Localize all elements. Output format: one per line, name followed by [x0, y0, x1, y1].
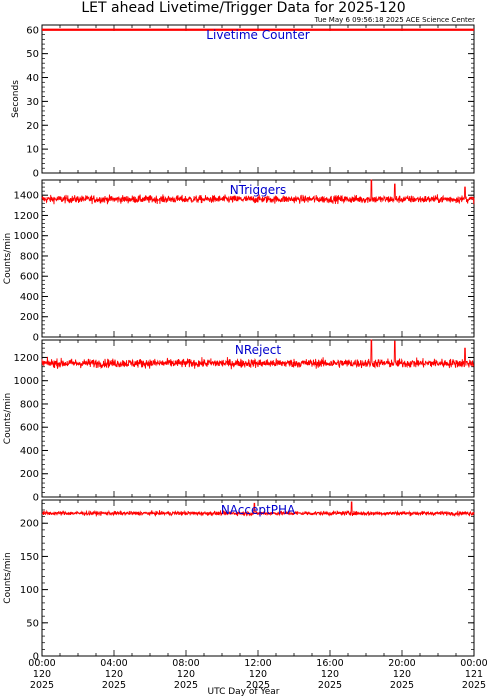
y-tick-label: 800 — [20, 251, 39, 262]
panel-frame — [41, 179, 475, 338]
chart-title: LET ahead Livetime/Trigger Data for 2025… — [81, 0, 406, 16]
y-tick-label: 1000 — [14, 376, 39, 387]
x-tick-label: 120 — [33, 669, 51, 680]
y-tick-label: 200 — [20, 469, 39, 480]
y-axis-label: Counts/min — [3, 233, 13, 284]
panel-label: NTriggers — [230, 183, 287, 197]
y-tick-label: 0 — [33, 333, 39, 344]
x-axis-label: UTC Day of Year — [207, 687, 280, 697]
y-tick-label: 40 — [26, 73, 39, 84]
x-tick-label: 20:00 — [388, 658, 415, 669]
series-line — [41, 339, 475, 370]
y-tick-label: 400 — [20, 292, 39, 303]
x-tick-label: 2025 — [30, 680, 54, 691]
y-tick-label: 1400 — [14, 191, 39, 202]
x-tick-label: 120 — [177, 669, 195, 680]
x-tick-label: 120 — [249, 669, 267, 680]
y-axis-label: Seconds — [11, 80, 21, 118]
x-tick-label: 08:00 — [172, 658, 199, 669]
y-tick-label: 600 — [20, 423, 39, 434]
y-tick-label: 0 — [33, 169, 39, 180]
x-tick-label: 04:00 — [100, 658, 127, 669]
y-tick-label: 150 — [20, 552, 39, 563]
panel-label: NReject — [235, 343, 281, 357]
x-tick-label: 2025 — [390, 680, 414, 691]
x-tick-label: 121 — [465, 669, 483, 680]
y-tick-label: 20 — [26, 121, 39, 132]
x-tick-label: 2025 — [102, 680, 126, 691]
y-tick-label: 1200 — [14, 353, 39, 364]
panel-frame — [41, 24, 475, 174]
y-tick-label: 30 — [26, 97, 39, 108]
y-tick-label: 1000 — [14, 231, 39, 242]
series-line — [41, 501, 475, 518]
y-axis-label: Counts/min — [3, 393, 13, 444]
y-tick-label: 1200 — [14, 211, 39, 222]
series-line — [41, 179, 475, 205]
x-tick-label: 120 — [321, 669, 339, 680]
panel-label: NAcceptPHA — [221, 503, 296, 517]
x-tick-label: 2025 — [462, 680, 486, 691]
y-tick-label: 600 — [20, 272, 39, 283]
x-tick-label: 120 — [393, 669, 411, 680]
x-tick-label: 2025 — [246, 680, 270, 691]
y-tick-label: 200 — [20, 312, 39, 323]
y-tick-label: 800 — [20, 399, 39, 410]
y-tick-label: 0 — [33, 493, 39, 504]
y-tick-label: 100 — [20, 585, 39, 596]
chart-subtitle: Tue May 6 09:56:18 2025 ACE Science Cent… — [314, 16, 475, 24]
panel-label: Livetime Counter — [206, 28, 309, 42]
y-tick-label: 400 — [20, 446, 39, 457]
y-tick-label: 10 — [26, 145, 39, 156]
x-tick-label: 12:00 — [244, 658, 271, 669]
x-tick-label: 00:00 — [28, 658, 55, 669]
y-tick-label: 50 — [26, 618, 39, 629]
y-tick-label: 200 — [20, 519, 39, 530]
x-tick-label: 120 — [105, 669, 123, 680]
x-tick-label: 00:00 — [460, 658, 487, 669]
x-tick-label: 16:00 — [316, 658, 343, 669]
x-tick-label: 2025 — [318, 680, 342, 691]
panel-frame — [41, 499, 475, 657]
y-tick-label: 50 — [26, 49, 39, 60]
y-axis-label: Counts/min — [3, 552, 13, 603]
y-tick-label: 0 — [33, 652, 39, 663]
x-tick-label: 2025 — [174, 680, 198, 691]
y-tick-label: 60 — [26, 25, 39, 36]
